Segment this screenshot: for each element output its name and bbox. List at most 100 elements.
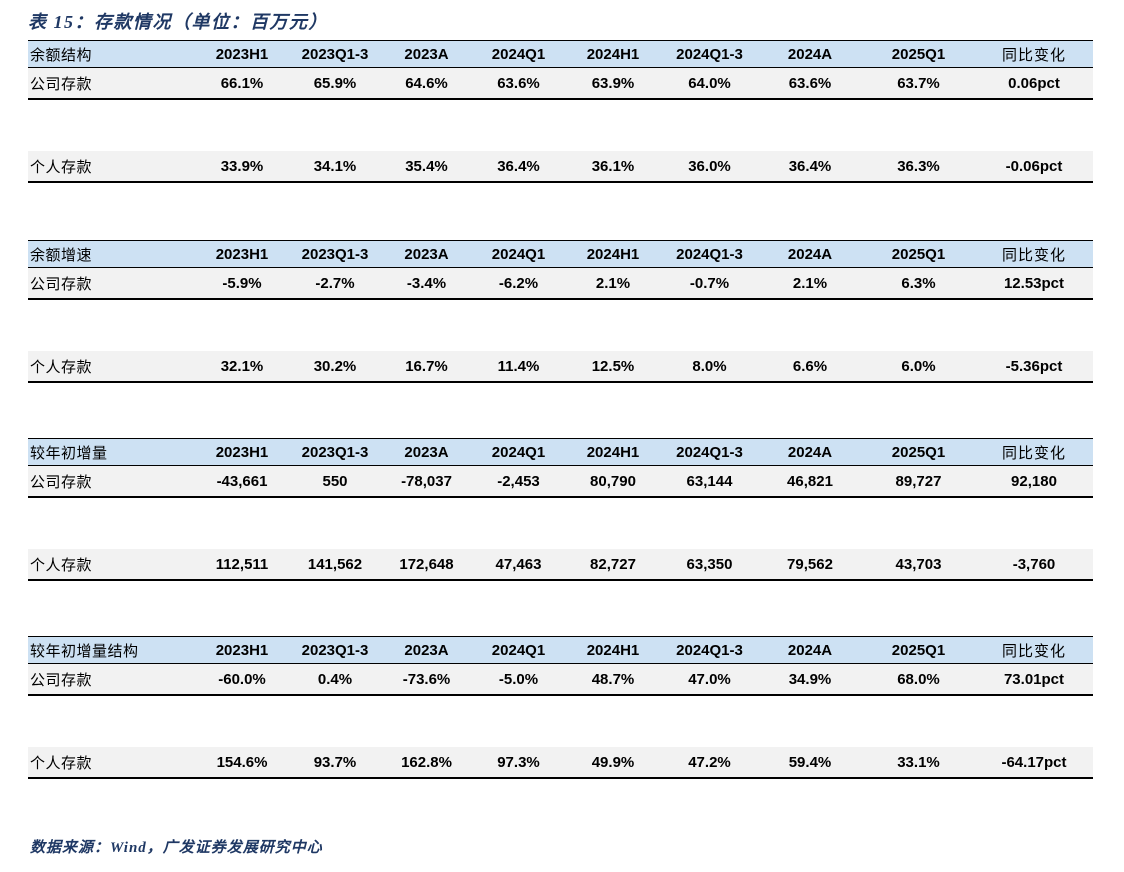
column-header-cell: 2024A [787, 45, 833, 63]
table-row: 个人存款 112,511 141,562 172,648 47,463 82,727 63,… [28, 549, 1093, 581]
value-cell: -5.0% [498, 670, 539, 688]
value-cell: 112,511 [215, 555, 269, 573]
column-header-cell: 2023A [404, 245, 449, 263]
table-row: 公司存款 -43,661 550 -78,037 -2,453 80,790 63,144 4… [28, 466, 1093, 498]
value-cell: 33.1% [897, 753, 940, 771]
value-cell: 89,727 [895, 472, 942, 490]
column-header-cell: 2024Q1-3 [676, 641, 743, 659]
table-header-row: 余额结构 2023H1 2023Q1-3 2023A 2024Q1 2024H1 2024Q… [28, 40, 1093, 68]
column-header-cell: 2023H1 [215, 443, 269, 461]
row-label-cell: 公司存款 [30, 672, 93, 689]
value-cell: 80,790 [590, 472, 636, 490]
value-cell: 93.7% [313, 753, 357, 771]
value-cell: 35.4% [405, 157, 448, 175]
table-section-ytd-increase: 较年初增量 2023H1 2023Q1-3 2023A 2024Q1 2024H1 2024… [28, 438, 1093, 581]
value-cell: 172,648 [399, 555, 454, 573]
value-cell: 6.6% [792, 357, 828, 375]
value-cell: 64.0% [688, 74, 731, 92]
value-cell: -5.9% [222, 274, 262, 292]
value-cell: 97.3% [497, 753, 540, 771]
column-header-cell: 同比变化 [1001, 247, 1066, 264]
column-header-cell: 2025Q1 [891, 245, 946, 263]
value-cell: 550 [322, 472, 348, 490]
column-header-cell: 2024Q1-3 [676, 443, 743, 461]
value-cell: 6.3% [901, 274, 936, 292]
table-header-row: 较年初增量 2023H1 2023Q1-3 2023A 2024Q1 2024H1 2024… [28, 438, 1093, 466]
column-header-cell: 2023A [404, 641, 449, 659]
value-cell: -78,037 [401, 472, 452, 490]
value-cell: -3.4% [406, 274, 447, 292]
row-label-cell: 个人存款 [30, 755, 93, 772]
value-cell: -0.06pct [1005, 157, 1063, 175]
section-title-cell: 较年初增量结构 [30, 643, 139, 660]
value-cell: 2.1% [595, 274, 631, 292]
value-cell: 63.9% [591, 74, 635, 92]
value-cell: 63.6% [788, 74, 832, 92]
value-cell: 16.7% [405, 357, 448, 375]
column-header-cell: 2024Q1-3 [676, 245, 743, 263]
value-cell: 68.0% [897, 670, 940, 688]
table-row: 公司存款 66.1% 65.9% 64.6% 63.6% 63.9% 64.0% 63.6% 6… [28, 68, 1093, 100]
value-cell: 79,562 [787, 555, 833, 573]
table-header-row: 余额增速 2023H1 2023Q1-3 2023A 2024Q1 2024H1 2024Q… [28, 240, 1093, 268]
value-cell: 66.1% [220, 74, 264, 92]
value-cell: 30.2% [313, 357, 357, 375]
column-header-cell: 同比变化 [1001, 47, 1066, 64]
value-cell: 47.0% [688, 670, 731, 688]
value-cell: 162.8% [401, 753, 452, 771]
column-header-cell: 2024Q1 [491, 641, 546, 659]
value-cell: 0.4% [317, 670, 353, 688]
value-cell: 33.9% [220, 157, 264, 175]
value-cell: 12.53pct [1003, 274, 1065, 292]
value-cell: 63,144 [686, 472, 733, 490]
row-label-cell: 个人存款 [30, 359, 93, 376]
value-cell: -6.2% [498, 274, 539, 292]
table-row: 个人存款 154.6% 93.7% 162.8% 97.3% 49.9% 47.2% 59.4… [28, 747, 1093, 779]
row-label-cell: 公司存款 [30, 76, 93, 93]
column-header-cell: 2024H1 [586, 245, 640, 263]
value-cell: 36.1% [591, 157, 635, 175]
value-cell: -2,453 [497, 472, 540, 490]
value-cell: 43,703 [895, 555, 942, 573]
value-cell: 63.7% [897, 74, 940, 92]
column-header-cell: 2025Q1 [891, 443, 946, 461]
section-title-cell: 余额结构 [30, 47, 93, 64]
value-cell: 6.0% [901, 357, 936, 375]
section-title-cell: 余额增速 [30, 247, 93, 264]
column-header-cell: 2023A [404, 45, 449, 63]
column-header-cell: 2023Q1-3 [301, 443, 369, 461]
value-cell: 63,350 [686, 555, 733, 573]
value-cell: -2.7% [315, 274, 355, 292]
section-title-cell: 较年初增量 [30, 445, 108, 462]
column-header-cell: 2023Q1-3 [301, 641, 369, 659]
row-label-cell: 个人存款 [30, 159, 93, 176]
value-cell: 36.0% [688, 157, 731, 175]
value-cell: 34.1% [313, 157, 357, 175]
column-header-cell: 2023H1 [215, 245, 269, 263]
column-header-cell: 2024H1 [586, 641, 640, 659]
column-header-cell: 2024Q1 [491, 443, 546, 461]
value-cell: -43,661 [216, 472, 268, 490]
value-cell: 36.3% [897, 157, 940, 175]
table-section-ytd-increase-structure: 较年初增量结构 2023H1 2023Q1-3 2023A 2024Q1 2024H1 20… [28, 636, 1093, 779]
value-cell: -5.36pct [1005, 357, 1063, 375]
value-cell: 34.9% [788, 670, 832, 688]
table-row: 公司存款 -60.0% 0.4% -73.6% -5.0% 48.7% 47.0% 34.9%… [28, 664, 1093, 696]
value-cell: 46,821 [787, 472, 833, 490]
table-caption: 表 15：存款情况（单位：百万元） [28, 12, 328, 32]
value-cell: -3,760 [1012, 555, 1056, 573]
table-header-row: 较年初增量结构 2023H1 2023Q1-3 2023A 2024Q1 2024H1 20… [28, 636, 1093, 664]
data-source-note: 数据来源：Wind，广发证券发展研究中心 [30, 840, 323, 856]
column-header-cell: 同比变化 [1001, 445, 1066, 462]
value-cell: 2.1% [792, 274, 828, 292]
value-cell: 8.0% [692, 357, 727, 375]
column-header-cell: 2023H1 [215, 45, 269, 63]
value-cell: 32.1% [220, 357, 264, 375]
table-section-balance-growth: 余额增速 2023H1 2023Q1-3 2023A 2024Q1 2024H1 2024Q… [28, 240, 1093, 383]
value-cell: 36.4% [788, 157, 832, 175]
column-header-cell: 2024Q1 [491, 245, 546, 263]
value-cell: 64.6% [405, 74, 448, 92]
value-cell: 82,727 [590, 555, 636, 573]
value-cell: 11.4% [497, 357, 540, 375]
